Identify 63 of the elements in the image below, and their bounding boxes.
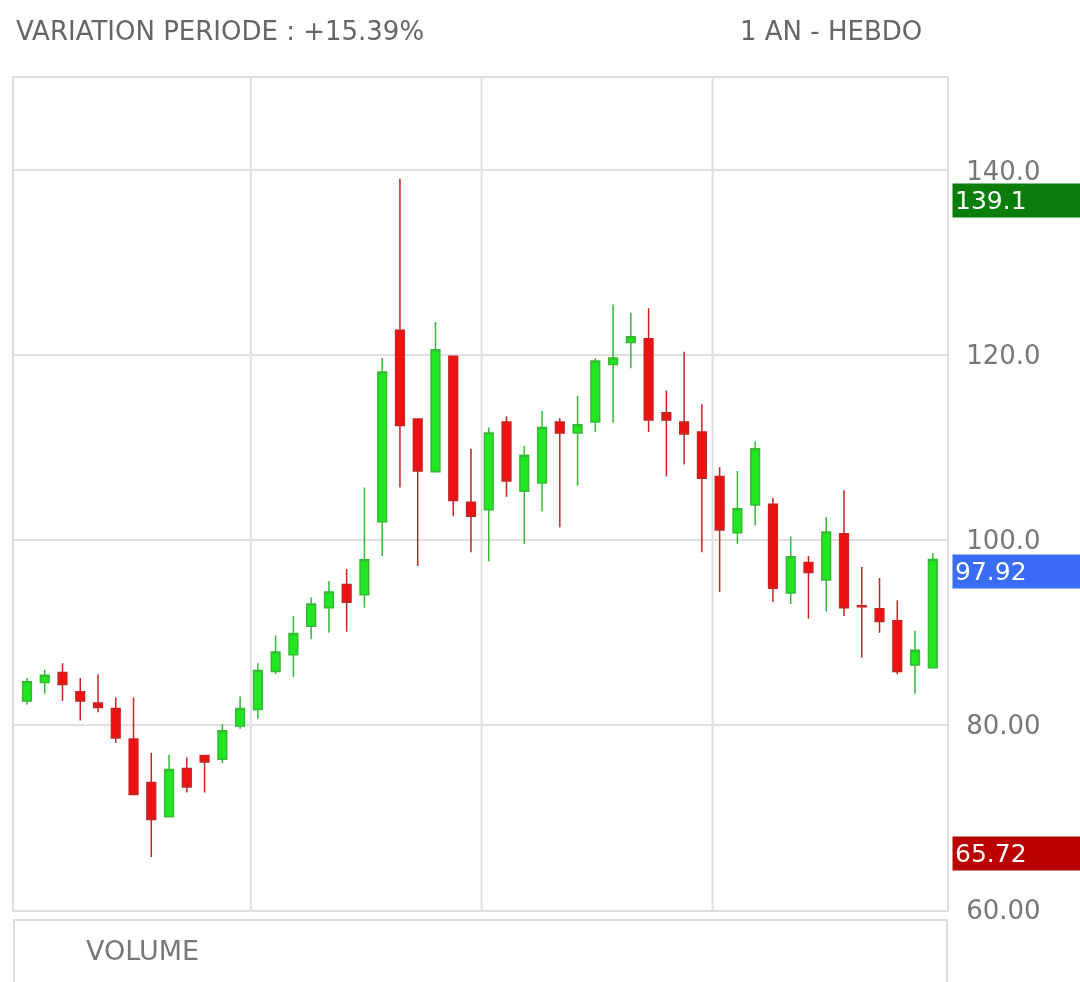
candlestick bbox=[199, 754, 210, 794]
candlestick bbox=[163, 753, 175, 818]
candlestick bbox=[643, 307, 654, 433]
candlestick bbox=[767, 496, 779, 603]
candlestick bbox=[341, 568, 352, 633]
candlestick bbox=[679, 350, 690, 466]
candlestick bbox=[892, 599, 903, 676]
candlestick bbox=[572, 395, 583, 487]
candlestick bbox=[57, 662, 68, 702]
candlestick bbox=[252, 662, 263, 720]
candlestick bbox=[394, 178, 406, 489]
y-tick-label: 60.00 bbox=[966, 895, 1041, 926]
candlestick bbox=[359, 486, 370, 609]
candlestick bbox=[110, 696, 121, 744]
candlestick bbox=[128, 696, 139, 796]
candlestick bbox=[39, 668, 50, 695]
candlestick bbox=[838, 489, 850, 617]
candlestick bbox=[235, 695, 246, 730]
candlestick bbox=[714, 466, 725, 593]
candlestick bbox=[412, 418, 423, 567]
candlestick bbox=[501, 415, 512, 498]
candlestick bbox=[519, 445, 530, 545]
candlestick bbox=[803, 555, 814, 620]
candlestick bbox=[536, 410, 548, 513]
y-tick-label: 140.0 bbox=[966, 155, 1041, 186]
candlestick bbox=[785, 535, 796, 605]
candlestick bbox=[607, 303, 619, 424]
candlestick bbox=[554, 417, 565, 529]
candlestick bbox=[181, 756, 192, 794]
candlestick bbox=[909, 630, 921, 695]
candlestick bbox=[92, 673, 104, 713]
y-tick-label: 80.00 bbox=[966, 710, 1041, 741]
candlestick bbox=[75, 677, 86, 722]
candlestick bbox=[732, 470, 743, 545]
candlestick bbox=[465, 447, 477, 553]
candlestick bbox=[856, 566, 867, 659]
candlestick bbox=[270, 634, 281, 676]
chart-title: VARIATION PERIODE : +15.39% bbox=[16, 16, 425, 46]
text: 65.72 bbox=[955, 839, 1027, 868]
candlestick bbox=[306, 596, 317, 640]
candlestick bbox=[288, 615, 299, 678]
candlestick bbox=[874, 577, 885, 634]
chart-subtitle: 1 AN - HEBDO bbox=[740, 16, 923, 46]
candlestick bbox=[448, 355, 459, 517]
candlestick bbox=[590, 357, 601, 433]
text: VOLUME bbox=[86, 935, 200, 966]
candlestick bbox=[625, 312, 636, 370]
y-tick-label: 120.0 bbox=[966, 340, 1041, 371]
candlestick bbox=[146, 752, 157, 858]
candlestick bbox=[821, 516, 832, 613]
candlestick bbox=[377, 357, 388, 557]
candlestick bbox=[927, 552, 938, 669]
text: 97.92 bbox=[955, 557, 1027, 586]
candlestick bbox=[483, 426, 494, 563]
text: 139.1 bbox=[955, 186, 1027, 215]
candlestick bbox=[430, 321, 441, 473]
candlestick bbox=[21, 677, 33, 706]
y-tick-label: 100.0 bbox=[966, 525, 1041, 556]
candlestick bbox=[750, 440, 761, 527]
candlestick bbox=[661, 389, 672, 478]
candlestick bbox=[217, 723, 228, 764]
candlestick bbox=[696, 403, 707, 553]
candlestick bbox=[323, 580, 335, 634]
